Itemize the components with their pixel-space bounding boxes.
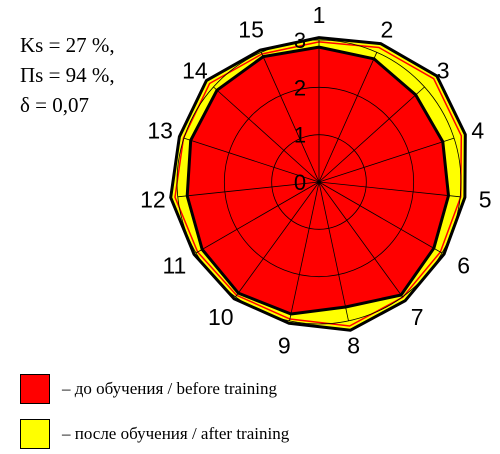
category-label-11: 11 (162, 253, 186, 279)
spoke-3 (318, 86, 425, 183)
spoke-7 (318, 181, 403, 298)
category-label-3: 3 (437, 57, 450, 83)
delta-value: δ = 0,07 (20, 93, 89, 117)
category-label-7: 7 (411, 304, 424, 330)
radial-tick-label: 3 (294, 28, 306, 53)
stats-block: Ks = 27 %, Пs = 94 %, δ = 0,07 (20, 30, 115, 120)
spoke-2 (318, 52, 378, 183)
category-label-1: 1 (313, 2, 326, 28)
category-label-4: 4 (471, 117, 484, 143)
legend-item-after: – после обучения / after training (20, 419, 289, 449)
legend-swatch-before (20, 374, 50, 404)
spoke-13 (183, 137, 320, 183)
category-label-12: 12 (140, 187, 166, 213)
spoke-10 (235, 181, 320, 298)
radial-tick-label: 2 (294, 75, 306, 100)
category-label-2: 2 (381, 16, 394, 42)
spoke-5 (318, 181, 461, 198)
spoke-9 (289, 181, 320, 321)
ps-value: Пs = 94 %, (20, 63, 115, 87)
category-label-5: 5 (479, 187, 492, 213)
spoke-6 (318, 181, 443, 254)
category-label-13: 13 (147, 117, 173, 143)
legend-label-before: – до обучения / before training (62, 379, 278, 398)
radial-tick-label: 1 (294, 123, 306, 148)
spoke-8 (318, 181, 349, 321)
spoke-4 (318, 137, 455, 183)
spoke-15 (260, 52, 320, 183)
category-label-10: 10 (208, 304, 234, 330)
category-label-15: 15 (238, 16, 264, 42)
legend-swatch-after (20, 419, 50, 449)
category-label-6: 6 (457, 253, 470, 279)
ks-value: Ks = 27 %, (20, 33, 115, 57)
category-label-8: 8 (347, 332, 360, 358)
radial-tick-label: 0 (294, 170, 306, 195)
spoke-12 (177, 181, 320, 198)
spoke-14 (213, 86, 320, 183)
category-label-14: 14 (182, 57, 208, 83)
legend-label-after: – после обучения / after training (62, 424, 290, 443)
legend-item-before: – до обучения / before training (20, 374, 277, 404)
spoke-11 (195, 181, 320, 254)
category-label-9: 9 (278, 332, 291, 358)
